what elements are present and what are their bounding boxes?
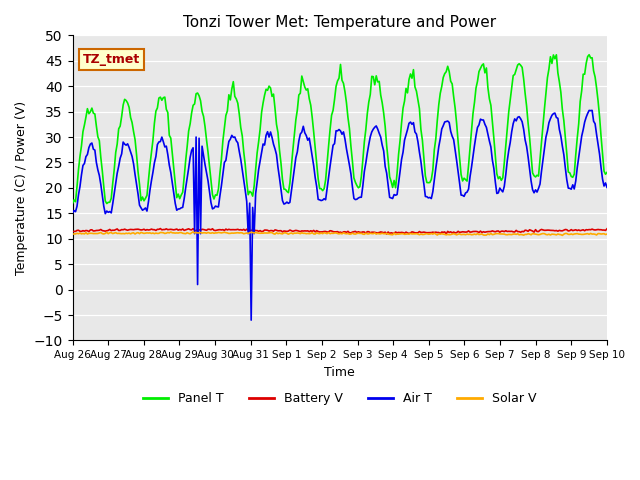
X-axis label: Time: Time: [324, 366, 355, 379]
Text: TZ_tmet: TZ_tmet: [83, 53, 140, 66]
Y-axis label: Temperature (C) / Power (V): Temperature (C) / Power (V): [15, 101, 28, 275]
Legend: Panel T, Battery V, Air T, Solar V: Panel T, Battery V, Air T, Solar V: [138, 387, 541, 410]
Title: Tonzi Tower Met: Temperature and Power: Tonzi Tower Met: Temperature and Power: [183, 15, 497, 30]
